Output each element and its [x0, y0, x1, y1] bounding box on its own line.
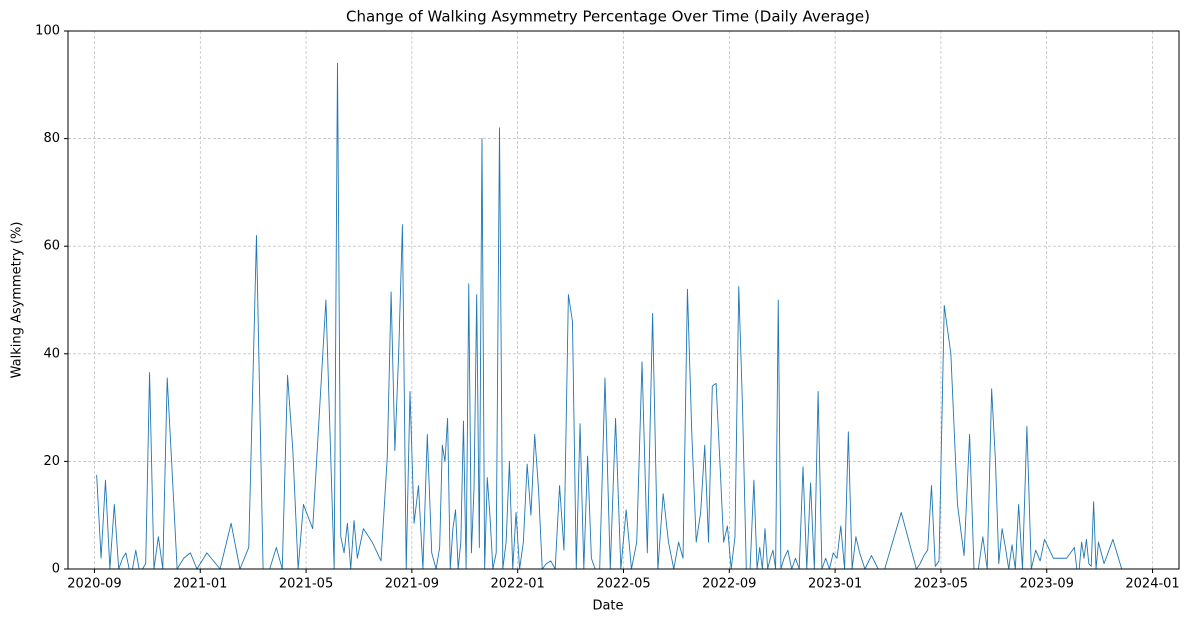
chart-title: Change of Walking Asymmetry Percentage O… — [346, 8, 870, 26]
x-tick-label: 2023-01 — [808, 577, 862, 592]
x-tick-label: 2023-05 — [914, 577, 968, 592]
x-tick-label: 2024-01 — [1125, 577, 1179, 592]
y-tick-label: 60 — [43, 239, 60, 254]
y-tick-label: 100 — [35, 24, 60, 39]
x-tick-label: 2022-05 — [596, 577, 650, 592]
y-tick-label: 80 — [43, 131, 60, 146]
y-tick-label: 0 — [52, 562, 60, 577]
x-tick-label: 2023-09 — [1020, 577, 1074, 592]
x-tick-label: 2020-09 — [67, 577, 121, 592]
y-tick-label: 20 — [43, 454, 60, 469]
x-tick-label: 2022-09 — [702, 577, 756, 592]
y-axis-label: Walking Asymmetry (%) — [10, 222, 25, 379]
data-line — [96, 62, 1123, 570]
y-tick-label: 40 — [43, 346, 60, 361]
plot-frame — [67, 30, 1180, 570]
x-tick-label: 2021-09 — [385, 577, 439, 592]
x-axis-label: Date — [592, 599, 623, 614]
x-tick-label: 2021-05 — [279, 577, 333, 592]
x-tick-label: 2021-01 — [173, 577, 227, 592]
x-tick-label: 2022-01 — [491, 577, 545, 592]
